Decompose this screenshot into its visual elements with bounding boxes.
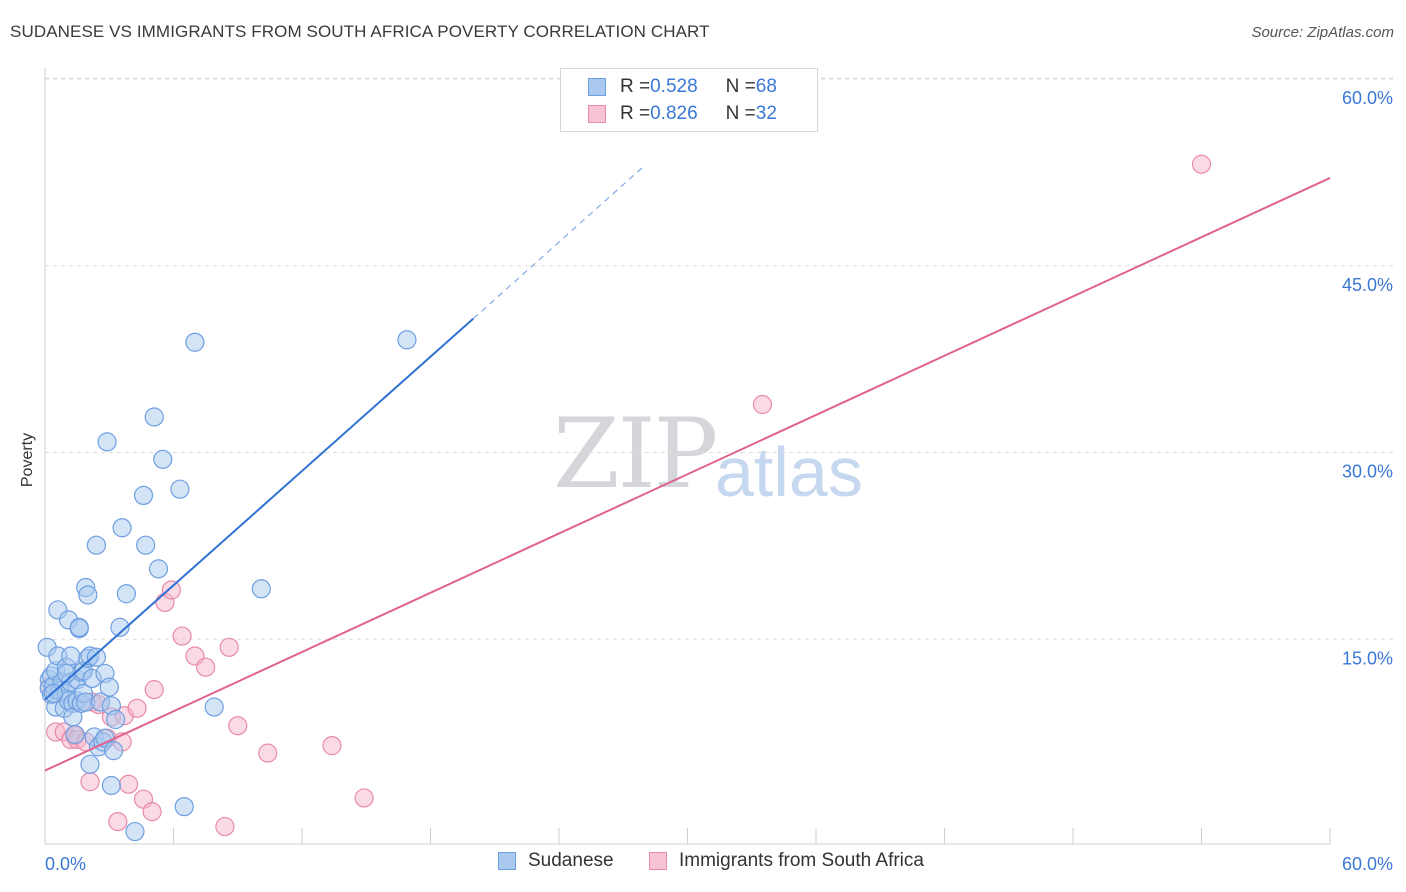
south-africa-swatch [588, 105, 606, 123]
south-africa-point [108, 811, 128, 832]
r-label: R = [620, 103, 651, 124]
sudanese-point [112, 518, 132, 538]
sudanese-trendline [44, 317, 474, 701]
south-africa-point [258, 743, 278, 763]
south-africa-point [752, 394, 773, 415]
r-label: R = [620, 76, 651, 97]
sudanese-swatch [588, 78, 606, 96]
sudanese-point [80, 754, 100, 774]
sudanese-point [78, 585, 98, 605]
sudanese-point [86, 535, 107, 555]
south-africa-point [196, 657, 216, 677]
series-legend: Sudanese Immigrants from South Africa [0, 850, 1406, 878]
sudanese-point [103, 741, 124, 761]
x-tick-label: 0.0% [45, 854, 86, 874]
n-label: N = [725, 103, 756, 124]
south-africa-point [322, 736, 342, 756]
y-tick-label: 45.0% [1342, 275, 1393, 295]
south-africa-point [118, 774, 139, 794]
south-africa-point [215, 816, 235, 837]
south-africa-point [172, 626, 192, 646]
source-label: Source: ZipAtlas.com [1251, 24, 1394, 41]
south-africa-swatch [649, 852, 667, 870]
south-africa-point [161, 580, 181, 600]
legend-row-south-africa: R = 0.826 N = 32 [561, 101, 777, 127]
sudanese-point [153, 449, 173, 469]
south-africa-point [142, 802, 162, 822]
south-africa-point [219, 637, 239, 657]
sudanese-point [144, 407, 164, 427]
sudanese-point [110, 617, 130, 637]
sudanese-point [125, 821, 145, 842]
legend-label: Sudanese [528, 850, 614, 871]
south-africa-point [228, 716, 248, 736]
sudanese-point [170, 479, 190, 499]
correlation-legend: R = 0.528 N = 68 R = 0.826 N = 32 [560, 68, 818, 132]
x-tick-label: 60.0% [1342, 854, 1393, 874]
watermark-zip: ZIP [553, 398, 718, 510]
r-value: 0.826 [650, 103, 698, 124]
sudanese-point [397, 330, 417, 350]
sudanese-point [61, 646, 81, 666]
sudanese-point [116, 584, 136, 604]
sudanese-point [204, 697, 224, 717]
sudanese-point [69, 617, 89, 637]
y-tick-label: 15.0% [1342, 648, 1393, 668]
legend-item-sudanese[interactable]: Sudanese [498, 850, 614, 872]
legend-item-south-africa[interactable]: Immigrants from South Africa [649, 850, 924, 872]
sudanese-point [174, 797, 194, 817]
n-value: 68 [755, 76, 777, 97]
sudanese-point [136, 535, 156, 555]
n-label: N = [725, 76, 756, 97]
sudanese-point [148, 559, 169, 579]
sudanese-point [106, 709, 126, 730]
legend-label: Immigrants from South Africa [679, 850, 924, 871]
south-africa-point [354, 788, 374, 808]
south-africa-point [127, 698, 147, 718]
south-africa-point [144, 680, 164, 700]
chart-title: SUDANESE VS IMMIGRANTS FROM SOUTH AFRICA… [10, 22, 710, 41]
sudanese-swatch [498, 852, 516, 870]
sudanese-point [97, 432, 117, 452]
legend-row-sudanese: R = 0.528 N = 68 [561, 74, 777, 100]
sudanese-point [133, 485, 154, 505]
watermark-atlas: atlas [715, 433, 863, 511]
south-africa-trendline [44, 177, 1331, 772]
south-africa-point [1191, 154, 1212, 174]
r-value: 0.528 [650, 76, 698, 97]
n-value: 32 [755, 103, 777, 124]
sudanese-point [185, 332, 205, 352]
sudanese-point [86, 647, 107, 667]
sudanese-point [99, 677, 119, 697]
y-tick-label: 60.0% [1342, 88, 1393, 108]
south-africa-point [80, 772, 100, 792]
sudanese-point [65, 724, 85, 745]
y-axis-title: Poverty [19, 432, 36, 488]
y-tick-label: 30.0% [1342, 462, 1393, 482]
sudanese-trendline-extension [472, 165, 646, 320]
sudanese-point [251, 579, 271, 599]
sudanese-point [101, 775, 121, 796]
